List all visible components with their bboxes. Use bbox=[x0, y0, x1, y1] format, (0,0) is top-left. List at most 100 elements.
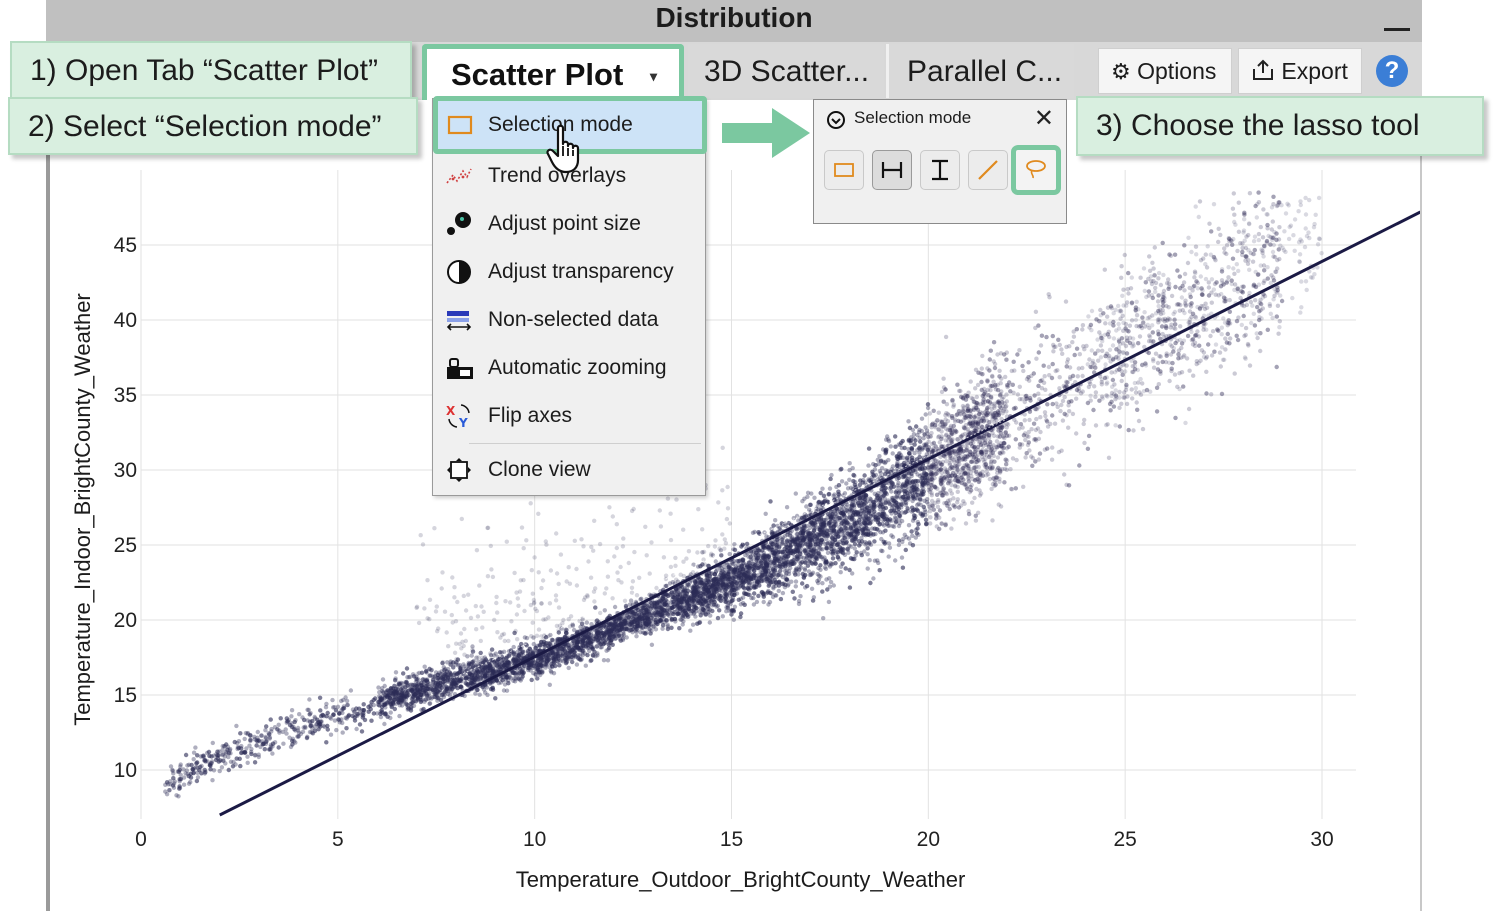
chevron-down-icon[interactable]: ▾ bbox=[649, 68, 657, 84]
data-point bbox=[1000, 467, 1005, 472]
data-point bbox=[383, 711, 389, 717]
data-point bbox=[553, 655, 558, 660]
data-point bbox=[923, 509, 928, 515]
export-button[interactable]: Export bbox=[1238, 48, 1362, 94]
data-point bbox=[630, 610, 635, 615]
data-point bbox=[858, 541, 863, 546]
data-point bbox=[884, 514, 889, 519]
data-point bbox=[1098, 307, 1103, 313]
data-point bbox=[403, 689, 408, 694]
data-point bbox=[380, 693, 386, 699]
data-point bbox=[736, 562, 741, 567]
data-point bbox=[855, 501, 861, 506]
data-point bbox=[973, 386, 978, 391]
data-point bbox=[470, 677, 475, 682]
data-point bbox=[537, 670, 542, 676]
data-point bbox=[758, 562, 764, 567]
data-point bbox=[834, 484, 839, 490]
data-point bbox=[763, 561, 768, 566]
data-point bbox=[267, 736, 272, 741]
data-point bbox=[619, 626, 624, 631]
data-point bbox=[930, 441, 935, 447]
data-point bbox=[926, 485, 932, 490]
data-point bbox=[999, 424, 1005, 429]
data-point bbox=[1147, 254, 1152, 259]
data-point bbox=[730, 572, 736, 577]
minimize-icon[interactable] bbox=[1384, 28, 1410, 31]
y-tick-label: 40 bbox=[114, 309, 137, 332]
data-point bbox=[779, 560, 784, 565]
data-point bbox=[774, 593, 779, 598]
data-point bbox=[858, 494, 864, 499]
tab-3d-scatter[interactable]: 3D Scatter... bbox=[688, 44, 884, 98]
data-point bbox=[793, 584, 798, 589]
data-point bbox=[725, 562, 730, 567]
tab-scatter-plot[interactable]: Scatter Plot ▾ bbox=[422, 44, 684, 100]
data-point bbox=[220, 743, 225, 749]
data-point bbox=[544, 662, 550, 667]
data-point bbox=[210, 740, 215, 746]
data-point bbox=[694, 594, 700, 599]
data-point bbox=[1127, 323, 1133, 328]
data-point bbox=[992, 447, 997, 453]
data-point bbox=[477, 666, 482, 672]
scatter-points[interactable] bbox=[163, 190, 1324, 799]
data-point bbox=[540, 664, 545, 669]
data-point bbox=[927, 411, 933, 416]
window-title: Distribution bbox=[655, 2, 813, 33]
data-point bbox=[890, 464, 896, 469]
data-point bbox=[749, 595, 754, 601]
data-point bbox=[1151, 365, 1157, 370]
data-point bbox=[462, 664, 467, 669]
data-point bbox=[866, 463, 871, 468]
data-point bbox=[934, 464, 940, 469]
data-point bbox=[555, 651, 560, 656]
data-point bbox=[950, 399, 955, 404]
options-button[interactable]: ⚙ Options bbox=[1098, 48, 1232, 94]
data-point bbox=[520, 669, 525, 675]
scatter-plot-chart[interactable]: 0 5 10 15 20 25 301015202530354045Temperature_… bbox=[56, 150, 1420, 910]
data-point bbox=[966, 440, 971, 446]
data-point bbox=[458, 666, 463, 671]
data-point bbox=[953, 430, 958, 435]
data-point bbox=[868, 542, 874, 547]
data-point bbox=[1260, 235, 1266, 240]
data-point bbox=[776, 588, 781, 594]
data-point bbox=[1127, 335, 1133, 340]
help-icon[interactable]: ? bbox=[1376, 55, 1408, 87]
data-point bbox=[1077, 352, 1082, 357]
data-point bbox=[766, 554, 771, 559]
data-point bbox=[851, 510, 857, 515]
data-point bbox=[946, 450, 951, 455]
data-point bbox=[1006, 433, 1012, 438]
data-point bbox=[899, 484, 904, 489]
data-point bbox=[974, 486, 979, 492]
y-tick-label: 35 bbox=[114, 384, 137, 407]
data-point bbox=[763, 511, 768, 516]
data-point bbox=[531, 641, 536, 647]
data-point bbox=[986, 404, 991, 410]
data-point bbox=[867, 542, 872, 547]
data-point bbox=[396, 696, 401, 702]
data-point bbox=[897, 489, 902, 494]
data-point bbox=[1001, 450, 1006, 455]
data-point bbox=[1153, 285, 1158, 291]
data-point bbox=[770, 530, 776, 536]
data-point bbox=[794, 538, 799, 543]
data-point bbox=[255, 729, 260, 735]
data-point bbox=[1187, 309, 1193, 314]
data-point bbox=[596, 630, 601, 636]
data-point bbox=[715, 582, 720, 587]
data-point bbox=[1204, 369, 1209, 374]
data-point bbox=[907, 541, 913, 546]
data-point bbox=[669, 617, 675, 622]
data-point bbox=[563, 652, 568, 658]
tab-parallel-coordinates[interactable]: Parallel C... bbox=[886, 44, 1074, 98]
data-point bbox=[1066, 403, 1071, 408]
data-point bbox=[972, 428, 977, 434]
data-point bbox=[269, 726, 274, 732]
data-point bbox=[552, 654, 557, 660]
data-point bbox=[917, 435, 922, 441]
data-point bbox=[413, 691, 419, 696]
data-point bbox=[683, 610, 688, 615]
